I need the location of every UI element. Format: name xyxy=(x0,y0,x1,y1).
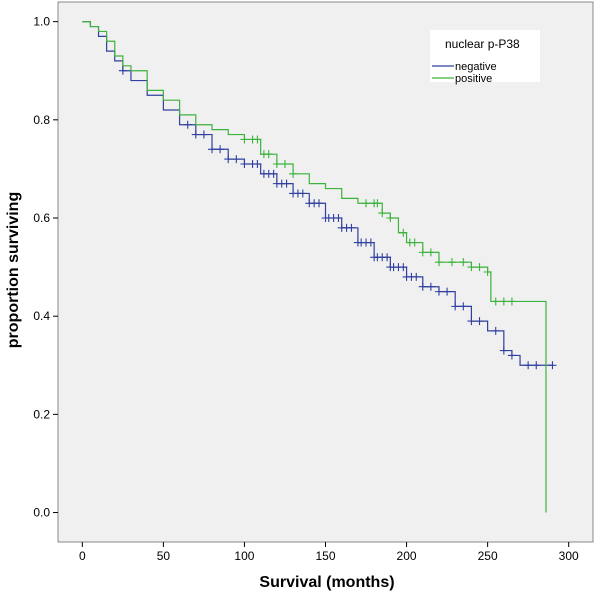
x-tick-label: 50 xyxy=(157,549,171,563)
censor-mark-negative xyxy=(459,302,468,311)
series-layer xyxy=(82,21,557,513)
censor-mark-negative xyxy=(298,189,307,198)
y-tick-label: 0.2 xyxy=(33,407,50,421)
y-tick-label: 0.0 xyxy=(33,506,50,520)
legend-title: nuclear p-P38 xyxy=(445,37,520,51)
censor-mark-negative xyxy=(334,214,343,222)
censor-mark-negative xyxy=(399,263,408,272)
censor-mark-negative xyxy=(524,361,533,370)
censor-mark-positive xyxy=(362,199,371,208)
censor-mark-negative xyxy=(412,272,421,281)
censor-mark-negative xyxy=(232,155,241,164)
y-tick-label: 1.0 xyxy=(33,15,50,29)
x-tick-label: 250 xyxy=(478,549,498,563)
legend-label-positive: positive xyxy=(455,73,492,85)
y-tick-label: 0.4 xyxy=(33,309,50,323)
censor-mark-negative xyxy=(282,179,291,188)
censor-mark-negative xyxy=(383,253,392,262)
censor-mark-negative xyxy=(347,223,356,232)
censor-mark-negative xyxy=(434,287,443,296)
censor-mark-negative xyxy=(366,238,375,247)
x-axis-title: Survival (months) xyxy=(259,574,394,591)
censor-mark-positive xyxy=(475,263,484,272)
censor-mark-negative xyxy=(315,199,324,208)
censor-mark-positive xyxy=(426,248,435,257)
series-line-positive xyxy=(82,21,547,513)
censor-mark-negative xyxy=(183,120,192,129)
censor-mark-negative xyxy=(269,169,278,178)
axes: 0 50 100 150 200 250 300 0.0 0.2 0.4 0.6 0.8 1.0 xyxy=(33,15,579,563)
censor-mark-positive xyxy=(467,263,476,272)
censor-mark-positive xyxy=(459,258,468,267)
legend: nuclear p-P38 negative positive xyxy=(430,30,540,85)
x-tick-label: 100 xyxy=(234,549,254,563)
censor-mark-positive xyxy=(289,169,298,178)
censor-mark-positive xyxy=(499,297,508,306)
censor-mark-negative xyxy=(199,130,208,139)
censor-mark-positive xyxy=(447,258,456,267)
censor-mark-positive xyxy=(386,214,395,222)
censor-mark-negative xyxy=(418,282,427,291)
x-tick-label: 150 xyxy=(315,549,335,563)
censor-mark-negative xyxy=(191,130,200,139)
censor-mark-positive xyxy=(240,135,249,144)
censor-mark-positive xyxy=(434,258,443,267)
censor-mark-negative xyxy=(240,160,249,168)
censor-mark-positive xyxy=(272,160,281,168)
censor-mark-positive xyxy=(418,248,427,257)
censor-mark-negative xyxy=(499,346,508,355)
censor-mark-negative xyxy=(443,287,452,296)
censor-mark-negative xyxy=(118,66,127,75)
y-axis-title: proportion surviving xyxy=(5,192,22,348)
censor-mark-negative xyxy=(253,160,262,168)
censor-mark-negative xyxy=(451,302,460,311)
censor-mark-negative xyxy=(467,317,476,326)
censor-mark-negative xyxy=(475,317,484,326)
y-tick-label: 0.6 xyxy=(33,211,50,225)
censor-mark-negative xyxy=(532,361,541,370)
x-tick-label: 300 xyxy=(559,549,579,563)
censor-mark-positive xyxy=(280,160,289,168)
censor-mark-positive xyxy=(410,238,419,247)
censor-mark-negative xyxy=(507,351,516,360)
censor-mark-positive xyxy=(378,209,387,218)
x-tick-label: 0 xyxy=(79,549,86,563)
censor-mark-positive xyxy=(373,199,382,208)
censor-mark-negative xyxy=(208,145,217,154)
y-tick-label: 0.8 xyxy=(33,113,50,127)
censor-mark-positive xyxy=(264,150,273,159)
censor-mark-positive xyxy=(483,268,492,276)
legend-box xyxy=(430,30,540,82)
censor-mark-negative xyxy=(491,326,500,335)
censor-mark-positive xyxy=(491,297,500,306)
censor-mark-negative xyxy=(216,145,225,154)
censor-mark-negative xyxy=(224,155,233,164)
censor-mark-positive xyxy=(399,228,408,237)
censor-mark-positive xyxy=(253,135,262,144)
x-tick-label: 200 xyxy=(397,549,417,563)
censor-mark-positive xyxy=(507,297,516,306)
censor-mark-negative xyxy=(548,361,557,370)
legend-label-negative: negative xyxy=(455,61,497,73)
plot-background xyxy=(57,1,594,543)
censor-mark-negative xyxy=(426,282,435,291)
